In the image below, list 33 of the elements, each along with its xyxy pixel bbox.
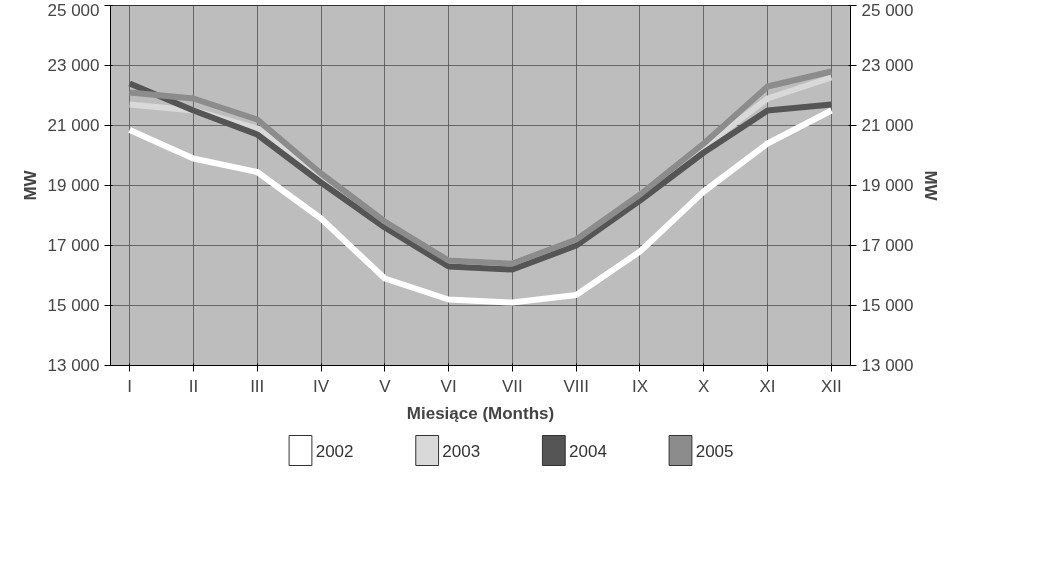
y-tick-label: 23 000	[47, 56, 100, 75]
x-tick-label: III	[250, 376, 265, 396]
x-axis-title: Miesiące (Months)	[406, 403, 555, 423]
x-tick-label: XII	[820, 376, 842, 396]
x-tick-label: X	[698, 376, 710, 396]
x-tick-label: VIII	[563, 376, 589, 396]
y-axis-title: MW	[20, 169, 40, 201]
legend-label: 2003	[442, 441, 481, 461]
legend-label: 2002	[315, 441, 354, 461]
y-tick-label: 19 000	[47, 176, 100, 195]
y2-tick-label: 21 000	[861, 116, 914, 135]
y2-tick-label: 17 000	[861, 236, 914, 255]
x-tick-label: IX	[631, 376, 649, 396]
x-tick-label: VII	[502, 376, 523, 396]
x-tick-label: XI	[759, 376, 776, 396]
x-tick-label: I	[127, 376, 133, 396]
y-tick-label: 13 000	[47, 356, 100, 375]
y2-tick-label: 13 000	[861, 356, 914, 375]
legend-label: 2004	[569, 441, 607, 461]
y2-axis-title: MW	[921, 170, 941, 202]
x-tick-label: II	[188, 376, 199, 396]
y-tick-label: 25 000	[47, 0, 100, 20]
x-tick-label: V	[379, 376, 392, 396]
y2-tick-label: 23 000	[861, 56, 914, 75]
y-tick-label: 17 000	[47, 236, 100, 255]
y2-tick-label: 25 000	[861, 0, 914, 20]
y2-tick-label: 15 000	[861, 296, 914, 315]
x-tick-label: IV	[312, 376, 330, 396]
y-tick-label: 21 000	[47, 116, 100, 135]
y-tick-label: 15 000	[47, 296, 100, 315]
x-tick-label: VI	[440, 376, 457, 396]
y2-tick-label: 19 000	[861, 176, 914, 195]
legend-label: 2005	[695, 441, 734, 461]
